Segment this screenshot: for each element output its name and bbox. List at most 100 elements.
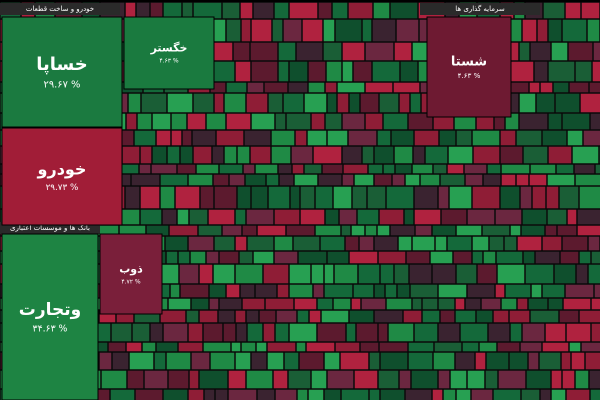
tile: [311, 370, 327, 389]
tile: [531, 284, 542, 298]
tile: [379, 93, 399, 113]
tile: [365, 225, 377, 236]
tile: [142, 342, 156, 352]
tile: [255, 164, 278, 174]
tile: [361, 298, 386, 310]
tile: [594, 284, 600, 298]
tile: [414, 186, 438, 209]
tile: [256, 342, 267, 352]
tile: [339, 209, 357, 225]
tile: [409, 264, 432, 284]
tile: [247, 236, 274, 251]
tile: [178, 342, 203, 352]
tile: [224, 146, 237, 164]
tile: [162, 209, 177, 225]
tile: [529, 174, 547, 186]
tile: [297, 310, 309, 323]
tile: [522, 19, 537, 42]
tile: [235, 264, 263, 284]
tile: [327, 251, 349, 264]
tile: [547, 174, 575, 186]
tile: [548, 113, 562, 130]
tile: [161, 264, 179, 284]
tile: [203, 342, 231, 352]
tile: [472, 251, 483, 264]
tile: [530, 310, 559, 323]
tile: [308, 389, 324, 400]
tile: [325, 82, 337, 93]
tile: [567, 209, 577, 225]
tile: [235, 236, 247, 251]
tile: [374, 146, 394, 164]
tile: [318, 2, 332, 19]
tile: [246, 209, 274, 225]
tile: [150, 323, 163, 342]
tile: [216, 130, 244, 146]
tile: [546, 186, 559, 209]
tile: [575, 174, 600, 186]
tile: [274, 236, 293, 251]
tile: [487, 164, 501, 174]
tile: [579, 186, 600, 209]
tile: [577, 209, 600, 225]
tile: [267, 352, 284, 370]
tile: [275, 113, 286, 130]
tile: [453, 251, 472, 264]
tile: [255, 284, 277, 298]
tile: [591, 298, 600, 310]
tile: [278, 42, 296, 61]
tile: [160, 186, 175, 209]
tile: [163, 323, 188, 342]
tile: [481, 298, 501, 310]
tile: [304, 93, 327, 113]
tile: [274, 209, 300, 225]
tile: [566, 323, 591, 342]
tile: [300, 186, 315, 209]
tile: [289, 323, 317, 342]
tile: [342, 42, 365, 61]
tile: [342, 61, 353, 82]
tile: [326, 61, 342, 82]
tile: [548, 61, 575, 82]
tile: [306, 342, 335, 352]
tile: [390, 2, 418, 19]
tile: [250, 146, 271, 164]
tile: [440, 174, 465, 186]
tile: [505, 284, 531, 298]
tile: [392, 174, 405, 186]
tile: [379, 342, 408, 352]
tile: [529, 82, 540, 93]
tile: [374, 284, 385, 298]
tile: [498, 370, 526, 389]
tile: [160, 174, 188, 186]
tile: [386, 298, 412, 310]
tile: [450, 370, 467, 389]
tile: [500, 186, 520, 209]
tile: [277, 284, 289, 298]
tile: [523, 146, 548, 164]
tile: [357, 209, 379, 225]
tile: [593, 42, 600, 61]
tile: [525, 264, 554, 284]
tile: [177, 209, 189, 225]
tile: [378, 251, 406, 264]
tile: [372, 19, 396, 42]
tile: [448, 146, 473, 164]
tile: [575, 61, 592, 82]
tile: [460, 323, 488, 342]
tile: [218, 310, 235, 323]
tile: [140, 209, 162, 225]
tile: [351, 225, 365, 236]
tile: [554, 264, 576, 284]
tile: [353, 61, 372, 82]
tile: [251, 186, 268, 209]
tile: [140, 146, 152, 164]
tile: [519, 113, 548, 130]
stock-tile: [99, 233, 163, 315]
tile: [432, 389, 443, 400]
tile: [433, 352, 455, 370]
tile: [545, 225, 557, 236]
tile: [341, 389, 369, 400]
tile: [154, 352, 166, 370]
tile: [562, 236, 588, 251]
